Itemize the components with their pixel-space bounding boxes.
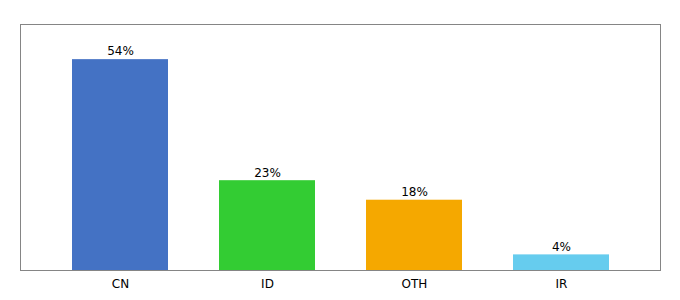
svg-text:ID: ID bbox=[261, 277, 274, 291]
svg-text:18%: 18% bbox=[401, 185, 428, 199]
svg-text:23%: 23% bbox=[254, 166, 281, 180]
svg-text:OTH: OTH bbox=[402, 277, 428, 291]
svg-text:CN: CN bbox=[112, 277, 129, 291]
svg-text:4%: 4% bbox=[552, 240, 571, 254]
svg-text:54%: 54% bbox=[107, 44, 134, 58]
svg-text:IR: IR bbox=[556, 277, 568, 291]
